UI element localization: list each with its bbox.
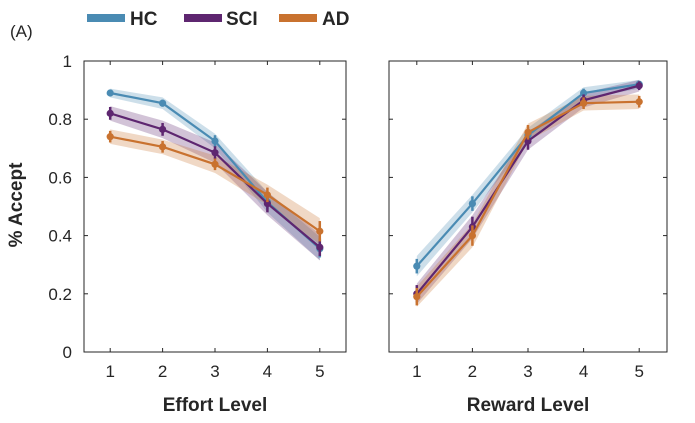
effort-ytick-label: 0.6: [48, 168, 72, 187]
effort-point-ad: [316, 227, 324, 235]
reward-point-sci: [524, 137, 532, 145]
effort-panel: 1 2 3 4 5 0 0.2 0.4 0.6 0.8 1 Effort Level: [48, 52, 347, 416]
reward-xtick-label: 3: [523, 362, 532, 381]
reward-xtick-label: 1: [412, 362, 421, 381]
effort-point-sci: [316, 243, 324, 251]
legend: HC SCI AD: [87, 9, 349, 30]
effort-point-hc: [159, 99, 167, 107]
effort-xtick-label: 4: [263, 362, 272, 381]
legend-label-ad: AD: [322, 9, 349, 30]
y-axis-title: % Accept: [6, 162, 27, 247]
effort-xtick-label: 3: [210, 362, 219, 381]
effort-ytick-label: 0.4: [48, 227, 72, 246]
reward-point-ad: [413, 293, 421, 301]
effort-xtick-label: 2: [158, 362, 167, 381]
effort-ytick-label: 0.8: [48, 110, 72, 129]
effort-point-ad: [211, 160, 219, 168]
reward-point-ad: [580, 99, 588, 107]
legend-label-sci: SCI: [226, 9, 258, 30]
reward-line-hc: [415, 83, 640, 267]
reward-point-sci: [635, 82, 643, 90]
effort-band-hc: [110, 88, 320, 261]
effort-point-hc: [106, 89, 114, 97]
reward-point-ad: [635, 98, 643, 106]
reward-panel: 1 2 3 4 5 Reward Level: [388, 60, 668, 416]
effort-x-axis-title: Effort Level: [163, 395, 268, 416]
reward-point-ad: [524, 128, 532, 136]
reward-point-ad: [468, 232, 476, 240]
effort-point-ad: [263, 191, 271, 199]
effort-point-sci: [106, 109, 114, 117]
effort-point-sci: [211, 149, 219, 157]
effort-point-ad: [159, 143, 167, 151]
effort-point-sci: [159, 125, 167, 133]
effort-ytick-label: 0.2: [48, 285, 72, 304]
effort-axes-frame: [83, 60, 347, 353]
reward-xtick-label: 5: [634, 362, 643, 381]
effort-band-sci: [110, 106, 320, 261]
reward-point-hc: [580, 89, 588, 97]
reward-xtick-label: 4: [579, 362, 588, 381]
reward-point-hc: [413, 262, 421, 270]
legend-label-hc: HC: [130, 9, 158, 30]
effort-xtick-label: 5: [315, 362, 324, 381]
panel-label: (A): [10, 22, 33, 41]
effort-point-ad: [106, 133, 114, 141]
reward-xtick-label: 2: [468, 362, 477, 381]
effort-xtick-label: 1: [105, 362, 114, 381]
reward-x-axis-title: Reward Level: [467, 395, 590, 416]
effort-ytick-label: 1: [63, 52, 72, 71]
reward-point-hc: [468, 199, 476, 208]
effort-point-sci: [263, 199, 271, 208]
effort-ytick-label: 0: [63, 343, 72, 362]
effort-point-hc: [211, 137, 219, 145]
